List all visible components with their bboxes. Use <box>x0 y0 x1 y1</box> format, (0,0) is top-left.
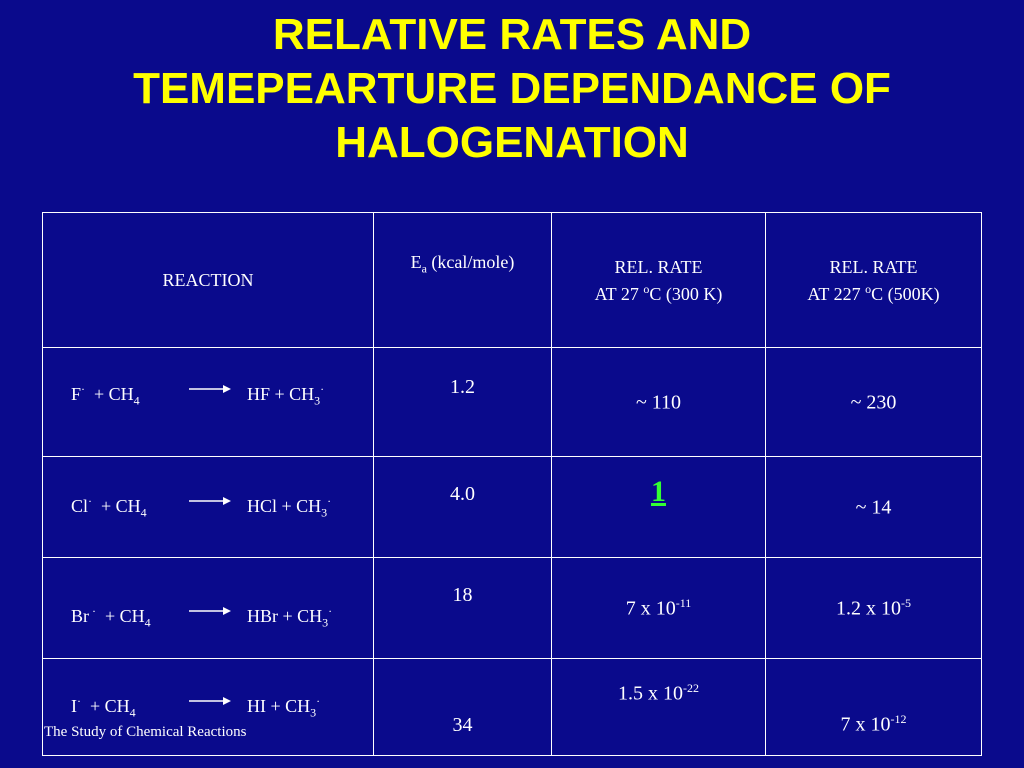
ea-value: 1.2 <box>450 376 475 398</box>
subscript: 4 <box>129 705 136 720</box>
ea-cell: 34 <box>373 658 552 756</box>
reactant: I <box>71 695 77 716</box>
ea-value: 4.0 <box>450 483 475 505</box>
radical-dot: · <box>88 493 93 508</box>
header-rate-300-line1: REL. RATE <box>614 256 703 277</box>
ea-value: 18 <box>452 584 473 606</box>
plus-methane: + CH <box>105 605 145 626</box>
header-rate-300-line2a: AT 27 <box>594 283 644 304</box>
header-rate-500-degree: o <box>865 281 872 296</box>
subscript: 4 <box>133 393 140 408</box>
header-rate-500-line2b: C (500K) <box>871 283 940 304</box>
reaction-cell: Br · + CH4 HBr + CH3· <box>42 557 374 659</box>
plus-methane: + CH <box>101 495 141 516</box>
radical-dot: · <box>81 382 86 396</box>
header-rate-300-line2b: C (300 K) <box>649 283 723 304</box>
table-header-row: REACTION Ea (kcal/mole) REL. RATE AT 27 … <box>42 212 982 348</box>
rate-300-value: ~ 110 <box>635 391 682 414</box>
subscript: 4 <box>144 615 151 630</box>
radical-dot: · <box>320 382 325 396</box>
rate-500-exponent: -5 <box>901 595 911 610</box>
product: HBr + CH <box>247 605 323 626</box>
radical-dot: · <box>77 693 81 708</box>
table-row: I· + CH4 HI + CH3· 34 1.5 x 10-22 7 x 10-… <box>42 658 982 756</box>
header-reaction: REACTION <box>42 212 374 348</box>
header-rate-300: REL. RATE AT 27 oC (300 K) <box>551 212 766 348</box>
rate-300-cell: 7 x 10-11 <box>551 557 766 659</box>
reactant: Br <box>71 605 89 626</box>
radical-dot: · <box>89 603 96 618</box>
subscript: 3 <box>310 705 317 720</box>
table-row: Br · + CH4 HBr + CH3· 18 7 x 10-11 1.2 x … <box>42 557 982 659</box>
rate-300-cell: 1.5 x 10-22 <box>551 658 766 756</box>
plus-methane: + CH <box>94 384 134 404</box>
header-ea-subscript: a <box>421 261 427 276</box>
header-rate-500: REL. RATE AT 227 oC (500K) <box>765 212 982 348</box>
rates-table: REACTION Ea (kcal/mole) REL. RATE AT 27 … <box>42 212 982 756</box>
reactant: Cl <box>71 495 89 516</box>
reaction-arrow-icon <box>189 496 231 505</box>
reaction-arrow-icon <box>189 385 231 393</box>
rate-500-value: ~ 14 <box>855 496 892 519</box>
rate-300-value: 7 x 10 <box>625 597 676 620</box>
product: HI + CH <box>247 695 311 716</box>
product: HCl + CH <box>247 495 322 516</box>
table-row: F· + CH4 HF + CH3· 1.2 ~ 110 ~ 230 <box>42 347 982 457</box>
ea-cell: 1.2 <box>373 347 552 457</box>
reaction-cell: I· + CH4 HI + CH3· <box>42 658 374 756</box>
radical-dot: · <box>327 493 332 508</box>
radical-dot: · <box>316 693 321 708</box>
radical-dot: · <box>328 603 333 618</box>
header-ea: Ea (kcal/mole) <box>373 212 552 348</box>
rate-300-exponent: -11 <box>675 595 692 610</box>
header-rate-300-degree: o <box>643 281 650 296</box>
reaction-cell: F· + CH4 HF + CH3· <box>42 347 374 457</box>
rate-300-cell: ~ 110 <box>551 347 766 457</box>
ea-value: 34 <box>452 714 473 736</box>
rate-500-exponent: -12 <box>890 712 907 727</box>
reactant: F <box>71 384 82 404</box>
subscript: 4 <box>140 505 147 520</box>
rate-500-cell: ~ 230 <box>765 347 982 457</box>
rate-500-value: 7 x 10 <box>840 714 891 736</box>
rate-500-cell: ~ 14 <box>765 456 982 558</box>
rate-500-cell: 1.2 x 10-5 <box>765 557 982 659</box>
table-row: Cl· + CH4 HCl + CH3· 4.0 1 ~ 14 <box>42 456 982 558</box>
rate-300-value: 1.5 x 10 <box>618 682 683 705</box>
reaction-arrow-icon <box>189 696 231 705</box>
subscript: 3 <box>314 393 321 408</box>
header-ea-unit: (kcal/mole) <box>426 252 515 272</box>
page-title: RELATIVE RATES AND TEMEPEARTURE DEPENDAN… <box>40 8 984 170</box>
header-ea-symbol: E <box>410 252 422 272</box>
title-line-1: RELATIVE RATES AND <box>272 10 752 59</box>
product: HF + CH <box>247 384 315 404</box>
rate-500-value: 1.2 x 10 <box>836 597 901 620</box>
rate-500-value: ~ 230 <box>850 391 897 414</box>
rate-300-exponent: -22 <box>683 681 699 695</box>
header-reaction-label: REACTION <box>162 270 254 290</box>
subscript: 3 <box>322 615 329 630</box>
title-line-2: TEMEPEARTURE DEPENDANCE OF <box>133 64 891 113</box>
plus-methane: + CH <box>90 695 130 716</box>
rate-300-cell: 1 <box>551 456 766 558</box>
header-rate-500-line2a: AT 227 <box>807 283 866 304</box>
title-line-3: HALOGENATION <box>335 118 689 167</box>
subscript: 3 <box>321 505 328 520</box>
footer-text: The Study of Chemical Reactions <box>44 724 247 740</box>
ea-cell: 18 <box>373 557 552 659</box>
rate-300-reference-value: 1 <box>651 475 666 508</box>
reaction-arrow-icon <box>189 606 231 615</box>
ea-cell: 4.0 <box>373 456 552 558</box>
rate-500-cell: 7 x 10-12 <box>765 658 982 756</box>
reaction-cell: Cl· + CH4 HCl + CH3· <box>42 456 374 558</box>
header-rate-500-line1: REL. RATE <box>829 256 918 277</box>
